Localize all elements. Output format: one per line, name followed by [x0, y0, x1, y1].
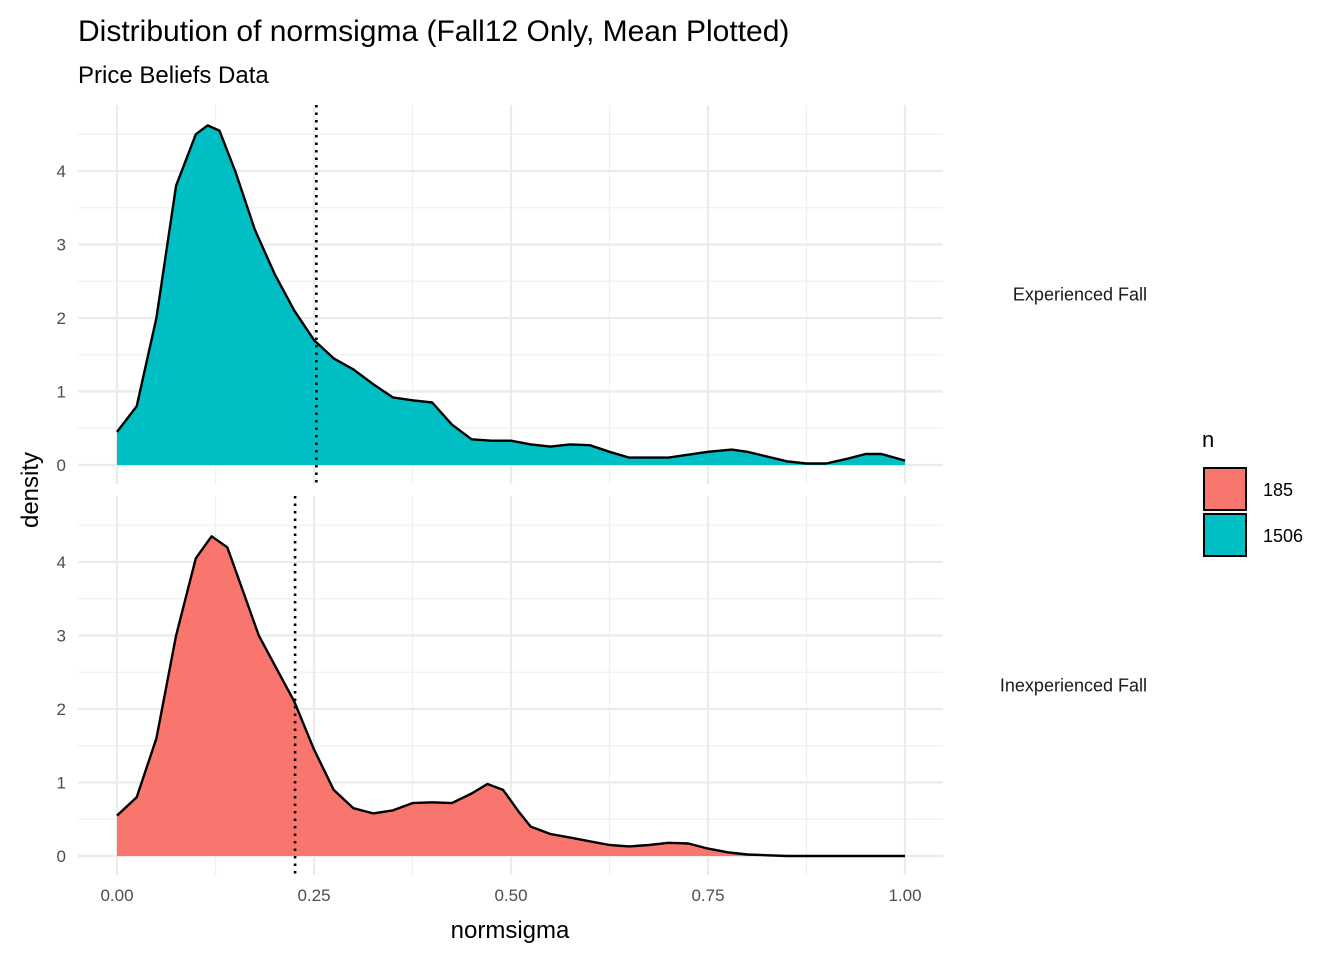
y-tick-label: 2 — [57, 700, 66, 719]
y-tick-label: 2 — [57, 309, 66, 328]
x-tick-label: 0.50 — [494, 886, 527, 905]
y-tick-label: 0 — [57, 847, 66, 866]
panel-inexperienced: 0 1 2 3 4 Inexperienced Fall — [57, 496, 1147, 875]
legend-label-185: 185 — [1263, 480, 1293, 500]
chart-subtitle: Price Beliefs Data — [78, 62, 269, 89]
chart-title: Distribution of normsigma (Fall12 Only, … — [78, 15, 789, 48]
x-axis-ticks: 0.00 0.25 0.50 0.75 1.00 — [100, 886, 921, 905]
x-tick-label: 0.25 — [297, 886, 330, 905]
x-axis-title: normsigma — [451, 917, 570, 944]
panels: 0 1 2 3 4 Experienced Fall 0 1 2 3 4 Inexperienced … — [57, 105, 1147, 875]
density-area-1506 — [117, 125, 905, 466]
density-area-185 — [117, 536, 905, 856]
y-tick-label: 3 — [57, 627, 66, 646]
y-tick-label: 1 — [57, 774, 66, 793]
legend-title: n — [1202, 427, 1214, 452]
x-tick-label: 0.75 — [691, 886, 724, 905]
density-outline-1506 — [116, 124, 906, 465]
x-tick-label: 1.00 — [888, 886, 921, 905]
panel-experienced: 0 1 2 3 4 Experienced Fall — [57, 105, 1147, 484]
legend-label-1506: 1506 — [1263, 526, 1303, 546]
y-tick-label: 0 — [57, 456, 66, 475]
density-outline-185 — [116, 535, 905, 858]
legend: n 185 1506 — [1202, 427, 1303, 557]
strip-label-inexperienced: Inexperienced Fall — [1000, 676, 1147, 696]
y-tick-label: 4 — [57, 162, 66, 181]
y-tick-label: 3 — [57, 236, 66, 255]
y-tick-label: 4 — [57, 553, 66, 572]
x-tick-label: 0.00 — [100, 886, 133, 905]
legend-swatch-1506 — [1203, 513, 1247, 557]
y-tick-label: 1 — [57, 383, 66, 402]
legend-swatch-185 — [1203, 467, 1247, 511]
y-axis-title: density — [17, 452, 44, 528]
strip-label-experienced: Experienced Fall — [1013, 285, 1147, 305]
